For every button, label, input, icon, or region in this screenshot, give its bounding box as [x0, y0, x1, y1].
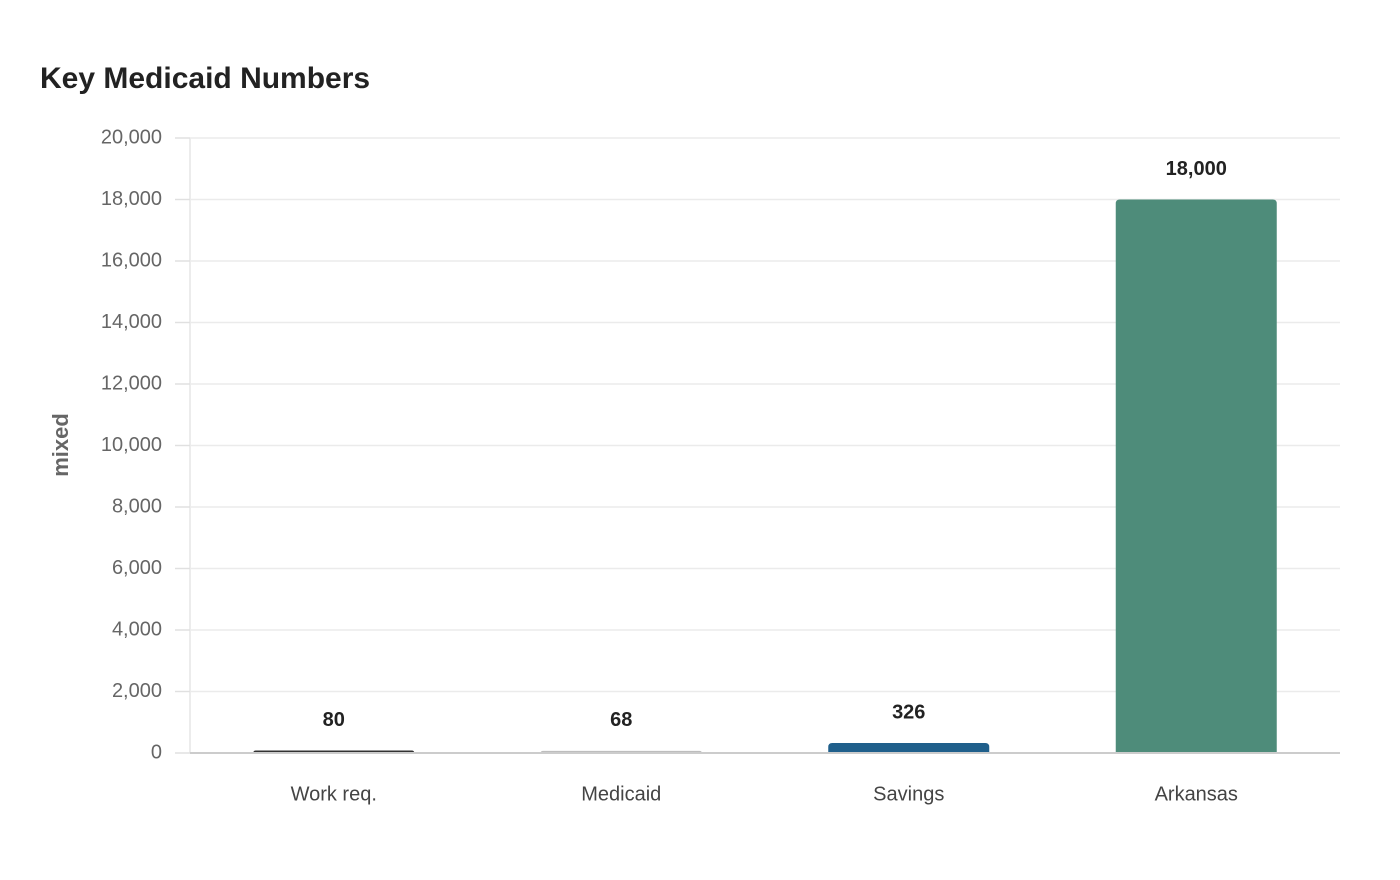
- y-axis-label: mixed: [48, 413, 73, 477]
- y-tick-label: 0: [151, 741, 162, 763]
- data-label: 68: [610, 709, 632, 731]
- x-tick-label: Arkansas: [1155, 783, 1238, 805]
- x-tick-label: Savings: [873, 783, 944, 805]
- y-tick-label: 14,000: [101, 311, 162, 333]
- data-label: 326: [892, 701, 925, 723]
- y-tick-label: 20,000: [101, 126, 162, 148]
- y-tick-label: 6,000: [112, 557, 162, 579]
- x-tick-label: Medicaid: [581, 783, 661, 805]
- y-tick-label: 16,000: [101, 249, 162, 271]
- y-tick-label: 2,000: [112, 680, 162, 702]
- y-tick-label: 12,000: [101, 372, 162, 394]
- y-tick-label: 4,000: [112, 618, 162, 640]
- y-tick-label: 18,000: [101, 188, 162, 210]
- data-label: 80: [323, 709, 345, 731]
- chart-title: Key Medicaid Numbers: [40, 62, 370, 95]
- x-tick-label: Work req.: [291, 783, 377, 805]
- y-tick-label: 10,000: [101, 434, 162, 456]
- bar: [1115, 199, 1277, 753]
- y-tick-label: 8,000: [112, 495, 162, 517]
- bar: [828, 742, 990, 753]
- data-label: 18,000: [1166, 158, 1227, 180]
